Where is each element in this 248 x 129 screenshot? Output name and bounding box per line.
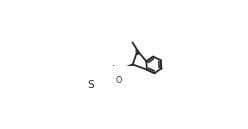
- Text: O: O: [84, 72, 90, 81]
- Text: O: O: [92, 89, 98, 98]
- Text: S: S: [87, 80, 94, 90]
- Text: O: O: [116, 75, 122, 84]
